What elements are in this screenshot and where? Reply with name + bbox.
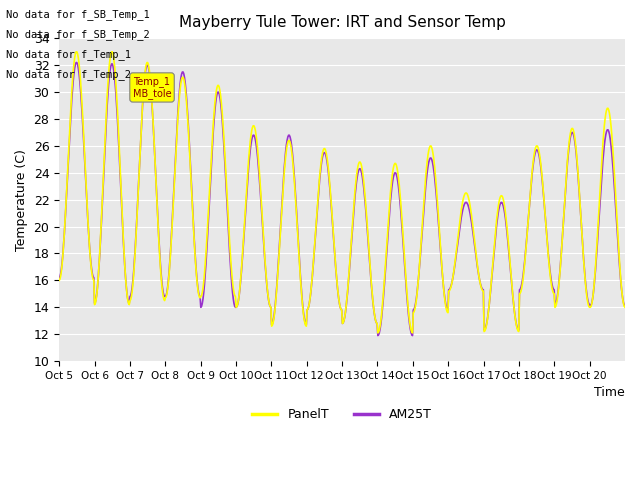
- Title: Mayberry Tule Tower: IRT and Sensor Temp: Mayberry Tule Tower: IRT and Sensor Temp: [179, 15, 506, 30]
- Legend: PanelT, AM25T: PanelT, AM25T: [247, 403, 437, 426]
- Text: No data for f_Temp_1: No data for f_Temp_1: [6, 49, 131, 60]
- Y-axis label: Temperature (C): Temperature (C): [15, 149, 28, 251]
- Text: No data for f_SB_Temp_2: No data for f_SB_Temp_2: [6, 29, 150, 40]
- Text: Temp_1
MB_tole: Temp_1 MB_tole: [132, 76, 172, 99]
- X-axis label: Time: Time: [595, 386, 625, 399]
- Text: No data for f_Temp_2: No data for f_Temp_2: [6, 69, 131, 80]
- Text: No data for f_SB_Temp_1: No data for f_SB_Temp_1: [6, 9, 150, 20]
